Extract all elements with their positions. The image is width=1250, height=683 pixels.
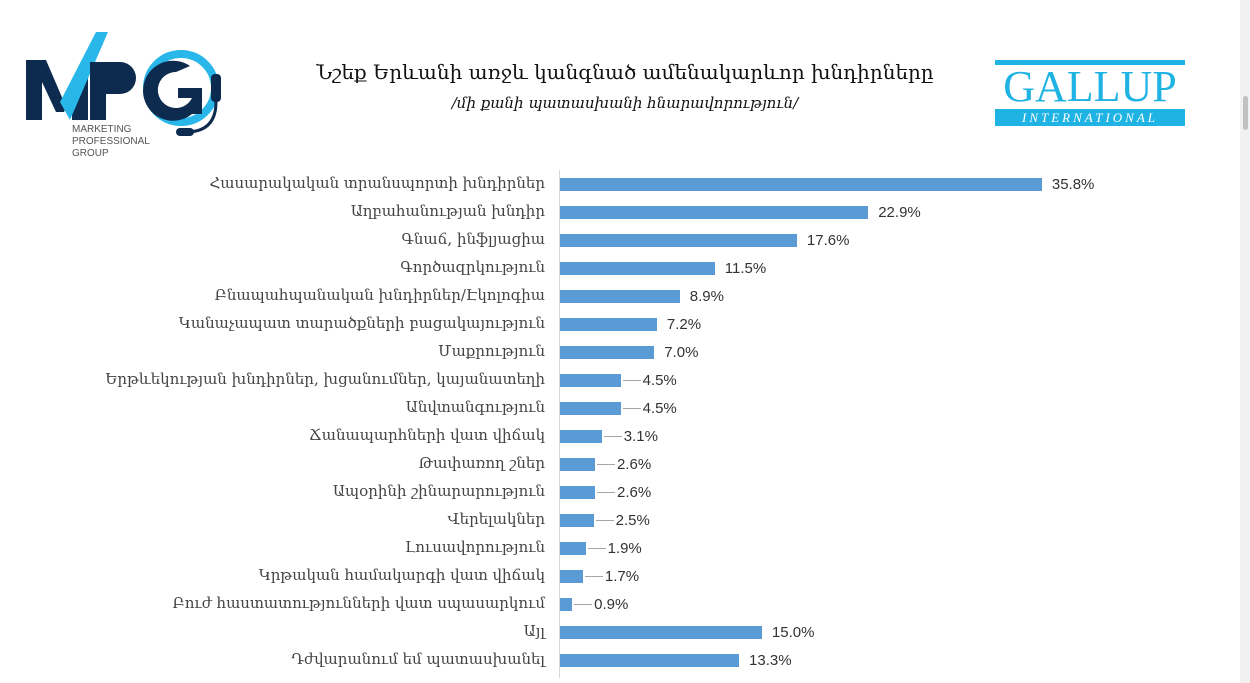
data-label: 35.8% [1051, 176, 1095, 193]
scrollbar-thumb[interactable] [1243, 96, 1248, 130]
leader-line [622, 408, 641, 409]
data-label: 1.7% [604, 568, 640, 585]
data-label: 2.6% [616, 456, 652, 473]
data-label: 7.2% [666, 316, 702, 333]
bar [560, 514, 594, 527]
gallup-name: GALLUP [1003, 62, 1177, 111]
data-label: 13.3% [749, 652, 792, 669]
bar [560, 486, 595, 499]
leader-line [587, 548, 606, 549]
category-axis [559, 170, 560, 678]
category-label: Անվտանգություն [405, 398, 545, 416]
category-label: Ճանապարհների վատ վիճակ [309, 426, 545, 444]
chart-subtitle: /մի քանի պատասխանի հնարավորություն/ [451, 94, 799, 112]
mpg-text-1: MARKETING [72, 124, 132, 135]
category-label: Բուժ հաստատությունների վատ սպասարկում [172, 594, 545, 612]
bar [560, 262, 715, 275]
category-label: Բնապահպանական խնդիրներ/Էկոլոգիա [214, 286, 545, 304]
mpg-logo: MARKETING PROFESSIONAL GROUP [26, 32, 226, 166]
gallup-logo: GALLUP INTERNATIONAL [995, 60, 1185, 126]
leader-line [603, 436, 622, 437]
category-label: Հասարակական տրանսպորտի խնդիրներ [209, 174, 545, 192]
mpg-text-2: PROFESSIONAL [72, 136, 150, 147]
bar [560, 570, 583, 583]
data-label: 2.6% [616, 484, 652, 501]
data-label: 0.9% [594, 596, 629, 613]
leader-line [574, 604, 593, 605]
category-label: Երթևեկության խնդիրներ, խցանումներ, կայան… [105, 370, 545, 388]
gallup-sub: INTERNATIONAL [995, 109, 1185, 126]
leader-line [595, 520, 614, 521]
category-label: Ապօրինի շինարարություն [332, 482, 545, 500]
data-label: 8.9% [689, 288, 724, 305]
bar [560, 626, 762, 639]
data-label: 4.5% [642, 372, 677, 389]
category-label: Լուսավորություն [405, 538, 545, 556]
leader-line [622, 380, 641, 381]
leader-line [584, 576, 603, 577]
category-label: Թափառող շներ [418, 454, 545, 472]
scrollbar[interactable] [1240, 0, 1250, 683]
bar [560, 318, 657, 331]
category-label: Գնաճ, ինֆլյացիա [401, 230, 545, 248]
leader-line [596, 492, 615, 493]
bar [560, 598, 573, 611]
data-label: 22.9% [878, 204, 921, 221]
category-label: Աղբահանության խնդիր [350, 202, 545, 220]
data-label: 4.5% [642, 400, 677, 417]
data-label: 2.5% [615, 512, 650, 529]
bar [560, 430, 602, 443]
data-label: 15.0% [771, 624, 815, 641]
category-label: Կանաչապատ տարածքների բացակայություն [178, 314, 545, 332]
data-label: 17.6% [806, 232, 850, 249]
bar [560, 458, 595, 471]
bar [560, 178, 1042, 191]
leader-line [596, 464, 615, 465]
data-label: 3.1% [623, 428, 658, 445]
data-label: 11.5% [724, 260, 767, 277]
category-label: Այլ [523, 622, 545, 640]
bar [560, 290, 680, 303]
category-label: Մաքրություն [438, 342, 545, 360]
chart-title: Նշեք Երևանի առջև կանգնած ամենակարևոր խնդ… [316, 60, 934, 84]
bar [560, 374, 621, 387]
bar [560, 234, 797, 247]
category-label: Գործազրկություն [400, 258, 545, 276]
data-label: 1.9% [607, 540, 642, 557]
bar [560, 206, 869, 219]
bar [560, 346, 655, 359]
data-label: 7.0% [664, 344, 699, 361]
bar [560, 654, 740, 667]
bar [560, 402, 621, 415]
category-label: Կրթական համակարգի վատ վիճակ [258, 566, 545, 584]
mpg-text-3: GROUP [72, 148, 109, 159]
category-label: Վերելակներ [447, 510, 545, 528]
bar [560, 542, 586, 555]
category-label: Դժվարանում եմ պատասխանել [291, 650, 545, 668]
